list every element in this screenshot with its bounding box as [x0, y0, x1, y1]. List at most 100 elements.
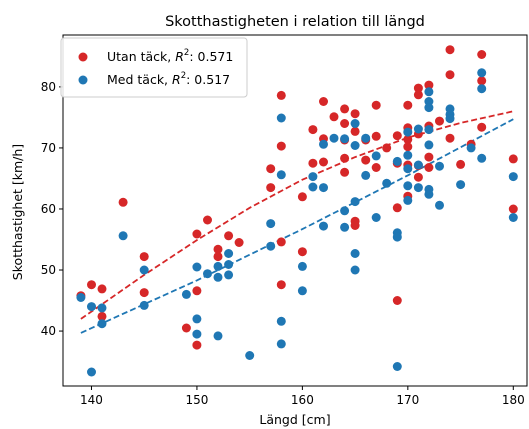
data-point-utan — [340, 167, 350, 177]
data-point-med — [224, 260, 234, 269]
data-point-utan — [382, 143, 392, 153]
data-point-med — [508, 172, 518, 182]
data-point-med — [350, 249, 360, 258]
data-point-med — [340, 206, 350, 216]
data-point-med — [403, 195, 413, 205]
data-point-med — [276, 339, 286, 349]
data-point-med — [445, 114, 455, 124]
data-point-med — [276, 113, 286, 123]
data-point-utan — [361, 155, 371, 165]
data-point-utan — [392, 131, 402, 141]
data-point-utan — [203, 215, 212, 225]
legend-label-med: Med täck, R2: 0.517 — [107, 71, 230, 87]
data-point-utan — [413, 83, 423, 93]
data-point-med — [319, 139, 328, 149]
data-point-utan — [329, 112, 339, 122]
data-point-utan — [224, 231, 234, 241]
data-point-utan — [276, 141, 286, 151]
data-point-med — [413, 160, 423, 170]
data-point-med — [413, 124, 423, 134]
data-point-med — [350, 197, 360, 207]
data-point-med — [435, 200, 444, 210]
y-tick-label: 60 — [41, 202, 56, 216]
data-point-utan — [371, 131, 381, 141]
data-point-med — [350, 265, 360, 275]
data-point-med — [266, 241, 276, 251]
data-point-utan — [477, 76, 487, 86]
data-point-med — [424, 125, 434, 135]
data-point-med — [477, 68, 487, 78]
data-point-utan — [192, 286, 202, 296]
data-point-med — [371, 213, 381, 222]
data-point-med — [97, 319, 107, 329]
data-point-med — [424, 140, 434, 150]
data-point-utan — [456, 159, 466, 169]
data-point-utan — [213, 252, 223, 262]
data-point-med — [350, 141, 360, 150]
data-point-utan — [340, 104, 350, 114]
data-point-med — [319, 221, 328, 231]
data-point-med — [308, 172, 318, 182]
data-point-med — [403, 164, 413, 174]
data-point-utan — [340, 153, 350, 163]
data-point-med — [477, 153, 487, 163]
data-point-utan — [445, 45, 455, 55]
data-point-utan — [319, 97, 328, 106]
y-axis-label: Skotthastighet [km/h] — [10, 144, 25, 280]
data-point-med — [118, 231, 128, 241]
data-point-med — [181, 289, 191, 299]
data-point-med — [424, 87, 434, 97]
data-point-med — [192, 262, 202, 272]
data-point-med — [361, 170, 371, 180]
data-point-utan — [297, 247, 307, 257]
data-point-utan — [392, 203, 402, 213]
y-tick-label: 50 — [41, 263, 56, 277]
data-point-med — [192, 329, 202, 339]
data-point-utan — [477, 122, 487, 132]
data-point-med — [213, 331, 223, 341]
data-point-utan — [424, 80, 434, 90]
legend-label-med-value: : 0.517 — [186, 72, 230, 87]
data-point-utan — [297, 192, 307, 202]
data-point-med — [508, 213, 518, 222]
data-point-med — [392, 362, 402, 371]
data-point-utan — [276, 237, 286, 247]
data-point-utan — [266, 183, 276, 193]
data-point-med — [466, 143, 476, 153]
y-tick-label: 40 — [41, 324, 56, 338]
x-axis: 140 150 160 170 180 — [80, 386, 525, 407]
data-point-med — [139, 300, 149, 310]
data-point-med — [139, 265, 149, 275]
data-point-med — [97, 303, 107, 313]
data-point-utan — [192, 229, 202, 239]
data-point-med — [435, 161, 444, 171]
data-point-med — [329, 133, 339, 143]
plot-frame — [62, 34, 528, 387]
x-tick-label: 150 — [185, 393, 208, 407]
data-point-med — [224, 270, 234, 280]
data-point-med — [319, 183, 328, 193]
legend-label-utan-sup: 2 — [184, 48, 189, 58]
data-point-med — [340, 134, 350, 144]
data-point-med — [477, 84, 487, 94]
x-tick-label: 140 — [80, 393, 103, 407]
x-tick-label: 180 — [502, 393, 525, 407]
chart-title: Skotthastigheten i relation till längd — [165, 14, 425, 30]
data-point-utan — [392, 296, 402, 305]
data-point-utan — [234, 238, 244, 247]
data-point-utan — [371, 163, 381, 172]
data-point-utan — [276, 90, 286, 100]
data-point-utan — [340, 119, 350, 128]
legend-label-utan-r: R — [175, 49, 184, 64]
data-point-med — [224, 249, 234, 258]
data-point-med — [392, 156, 402, 166]
fit-line-utan — [80, 110, 514, 320]
fit-line-med — [80, 118, 514, 334]
data-point-utan — [192, 340, 202, 350]
data-point-utan — [445, 133, 455, 143]
data-point-utan — [139, 252, 149, 262]
data-point-med — [203, 269, 212, 279]
data-point-med — [76, 293, 86, 302]
data-point-med — [266, 219, 276, 229]
data-point-utan — [508, 204, 518, 214]
